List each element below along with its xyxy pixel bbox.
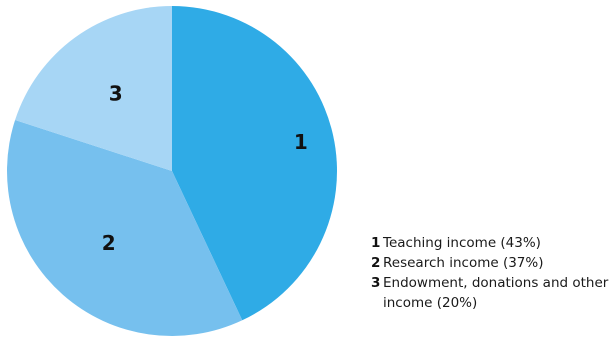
legend-label: Endowment, donations and other income (2… (383, 275, 609, 311)
legend-item-teaching: 1 Teaching income (43%) (371, 233, 611, 253)
legend-number: 3 (371, 275, 381, 291)
pie-slice-teaching (172, 6, 338, 321)
pie-slice-research (7, 120, 243, 337)
slice-label-endowment: 3 (109, 82, 123, 106)
slice-label-teaching: 1 (294, 130, 308, 154)
pie-slice-endowment (15, 6, 172, 171)
legend-number: 2 (371, 255, 381, 271)
legend-item-endowment: 3 Endowment, donations and other income … (371, 273, 611, 313)
legend: 1 Teaching income (43%) 2 Research incom… (371, 233, 611, 313)
legend-label: Research income (37%) (383, 255, 544, 271)
legend-item-research: 2 Research income (37%) (371, 253, 611, 273)
legend-number: 1 (371, 235, 381, 251)
legend-label: Teaching income (43%) (383, 235, 541, 251)
slice-label-research: 2 (102, 231, 116, 255)
